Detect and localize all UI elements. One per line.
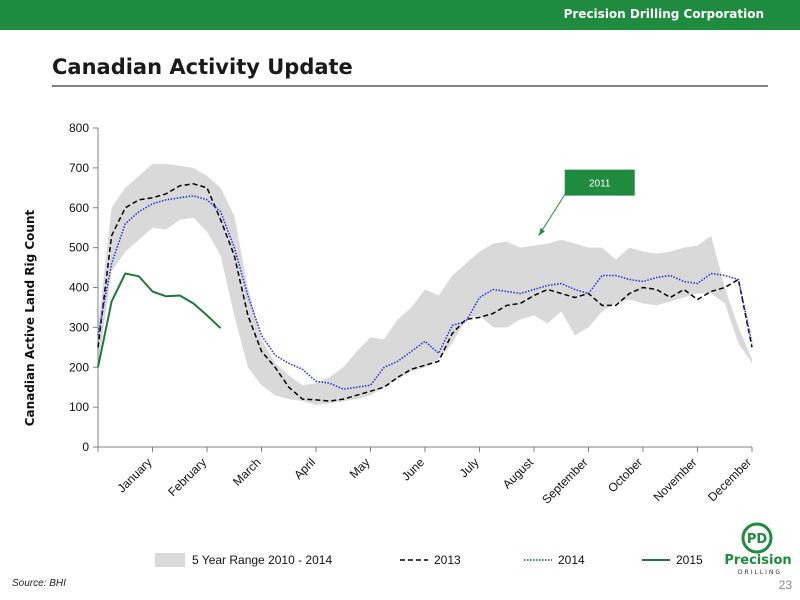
source-note: Source: BHI (12, 578, 66, 589)
annotation-layer: 2011 (538, 169, 635, 236)
series-line-2014 (97, 195, 753, 390)
precision-drilling-logo: PD Precision DRILLING (724, 522, 792, 576)
series-line-2015 (97, 272, 222, 368)
x-tick-label: August (500, 455, 537, 492)
y-tick-label: 500 (69, 241, 89, 255)
legend-label-2013: 2013 (434, 553, 461, 567)
legend-label-range: 5 Year Range 2010 - 2014 (192, 553, 332, 567)
x-tick-label: March (230, 455, 263, 488)
page-number: 23 (778, 578, 792, 592)
x-tick-label: May (347, 455, 373, 481)
legend-label-2014: 2014 (558, 553, 585, 567)
x-tick-label: December (705, 455, 754, 504)
annotation-box (564, 169, 635, 196)
y-axis-title: Canadian Active Land Rig Count (23, 209, 37, 426)
annotation-arrow-line (538, 191, 568, 236)
chart-area: 0 100 200 300 400 500 600 700 800 January February… (0, 100, 800, 580)
annotation-arrow-head (538, 227, 545, 236)
page-title: Canadian Activity Update (52, 55, 353, 79)
header-bar: Precision Drilling Corporation (0, 0, 800, 30)
company-name: Precision Drilling Corporation (563, 7, 764, 21)
annotation-label: 2011 (589, 179, 611, 190)
logo-word: Precision (724, 553, 791, 568)
rig-count-chart: 0 100 200 300 400 500 600 700 800 January February… (23, 121, 754, 567)
y-tick-label: 0 (82, 440, 89, 454)
logo-ring (741, 522, 773, 554)
x-tick-label: November (651, 455, 700, 504)
y-tick-label: 300 (69, 320, 89, 334)
logo-sub: DRILLING (738, 569, 782, 576)
x-tick-label: January (115, 455, 155, 495)
y-tick-label: 400 (69, 281, 89, 295)
x-tick-label: September (539, 455, 590, 506)
title-divider (52, 85, 768, 87)
range-band-layer (98, 163, 752, 406)
y-tick-label: 200 (69, 360, 89, 374)
y-tick-label: 600 (69, 201, 89, 215)
legend-swatch-range (155, 553, 185, 567)
series-layer (97, 183, 753, 402)
legend-label-2015: 2015 (676, 553, 703, 567)
logo-monogram: PD (747, 532, 768, 547)
x-tick-label: June (399, 455, 428, 484)
x-tick-label: February (165, 455, 209, 499)
range-band-area (98, 163, 752, 406)
x-tick-label: April (291, 455, 318, 482)
y-tick-label: 100 (69, 400, 89, 414)
x-tick-label: October (605, 455, 645, 495)
y-tick-label: 700 (69, 161, 89, 175)
x-tick-label: July (457, 455, 482, 480)
y-tick-label: 800 (69, 121, 89, 135)
legend: 5 Year Range 2010 - 2014 2013 2014 2015 (155, 553, 703, 567)
series-line-2013 (97, 183, 753, 402)
